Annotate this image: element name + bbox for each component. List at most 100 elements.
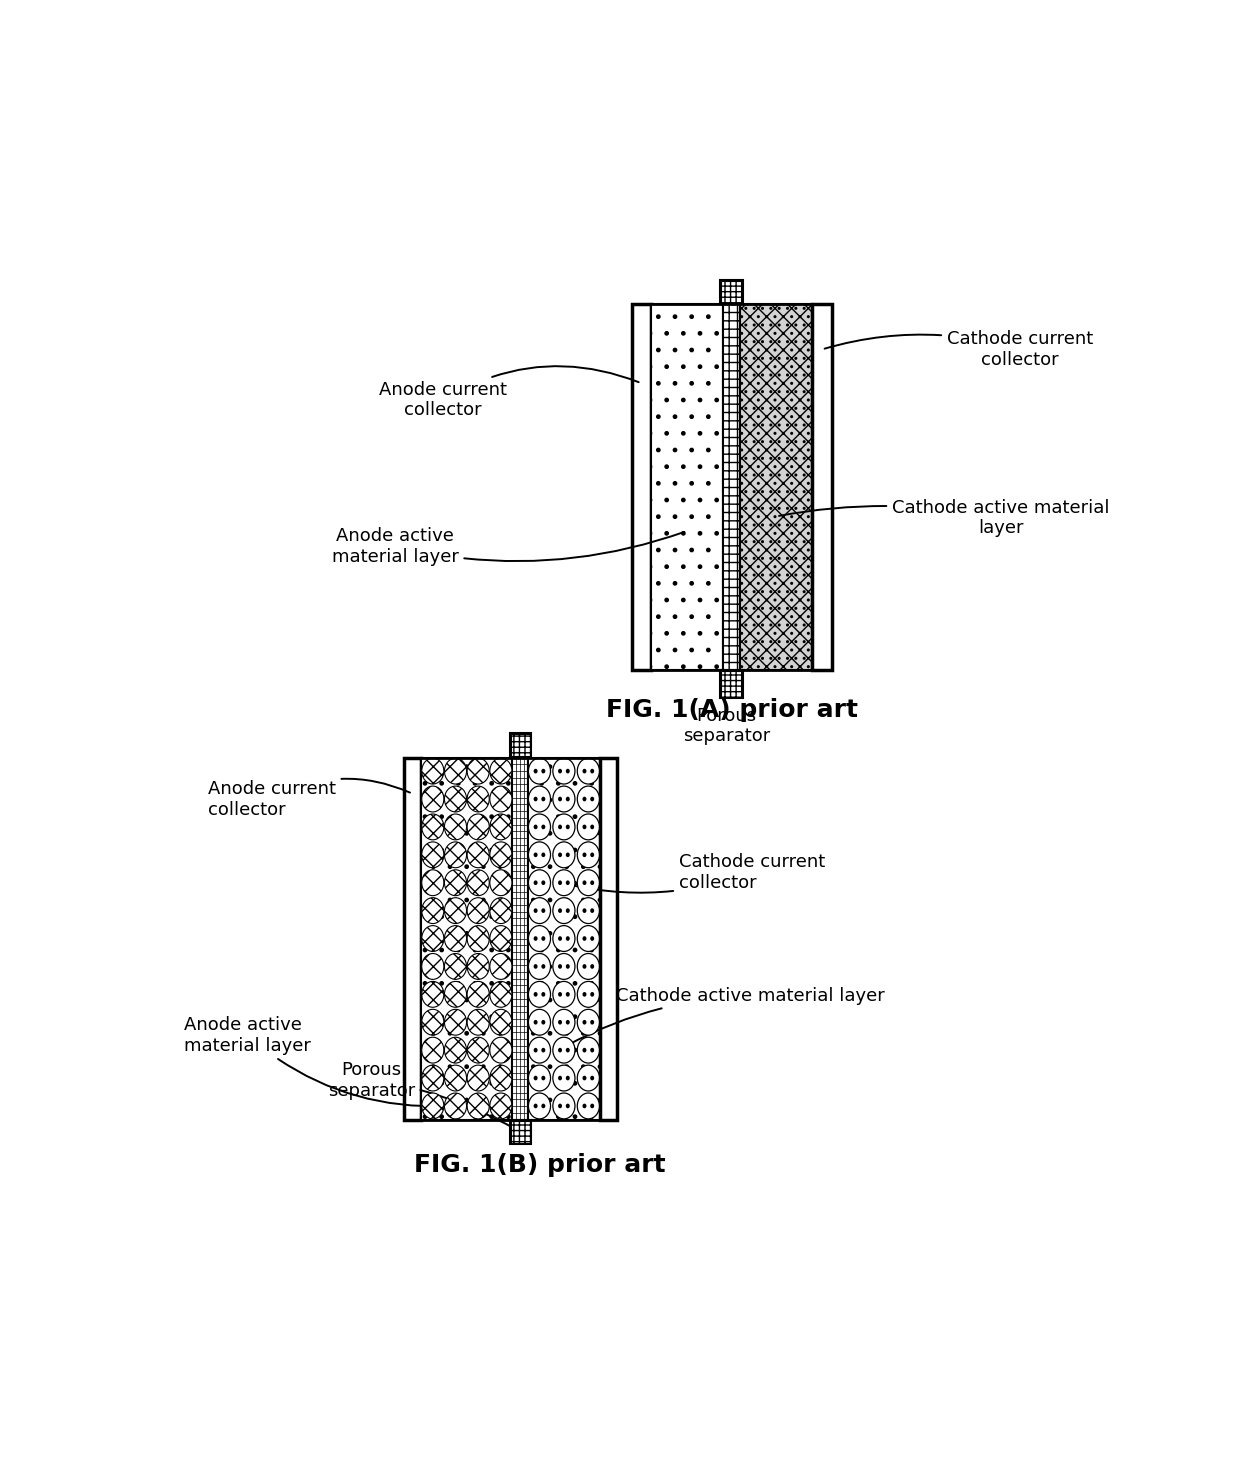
Circle shape: [444, 785, 466, 812]
Circle shape: [444, 898, 466, 924]
Circle shape: [533, 1021, 538, 1025]
Circle shape: [490, 1037, 512, 1063]
Circle shape: [490, 1094, 512, 1118]
Circle shape: [542, 1021, 546, 1025]
Circle shape: [542, 1104, 546, 1108]
Circle shape: [533, 936, 538, 940]
Text: Cathode active material layer: Cathode active material layer: [567, 987, 885, 1045]
Circle shape: [583, 853, 587, 857]
Circle shape: [467, 842, 490, 867]
Circle shape: [490, 815, 512, 839]
Circle shape: [565, 1048, 569, 1053]
Circle shape: [558, 769, 562, 774]
Circle shape: [444, 953, 466, 980]
Circle shape: [542, 991, 546, 997]
Circle shape: [590, 1104, 594, 1108]
Bar: [812, 305, 832, 670]
Circle shape: [578, 785, 599, 812]
Circle shape: [422, 785, 444, 812]
Circle shape: [490, 758, 512, 784]
Circle shape: [553, 1009, 575, 1035]
Circle shape: [533, 1104, 538, 1108]
Circle shape: [590, 880, 594, 885]
Bar: [528, 758, 600, 1120]
Circle shape: [528, 1009, 551, 1035]
Circle shape: [558, 991, 562, 997]
Bar: [740, 305, 812, 670]
Circle shape: [558, 908, 562, 912]
Bar: [720, 280, 743, 304]
Circle shape: [578, 1094, 599, 1118]
Bar: [510, 733, 531, 758]
Bar: [631, 305, 651, 670]
Circle shape: [578, 1037, 599, 1063]
Circle shape: [565, 936, 569, 940]
Bar: [720, 670, 743, 698]
Circle shape: [467, 870, 490, 895]
Circle shape: [565, 853, 569, 857]
Circle shape: [590, 797, 594, 802]
Circle shape: [444, 1066, 466, 1091]
Circle shape: [553, 1066, 575, 1091]
Circle shape: [583, 1021, 587, 1025]
Circle shape: [578, 1066, 599, 1091]
Circle shape: [558, 1048, 562, 1053]
Circle shape: [422, 1094, 444, 1118]
Circle shape: [558, 1104, 562, 1108]
Circle shape: [542, 853, 546, 857]
Circle shape: [542, 880, 546, 885]
Text: FIG. 1(A) prior art: FIG. 1(A) prior art: [605, 698, 858, 721]
Circle shape: [533, 880, 538, 885]
Circle shape: [558, 964, 562, 969]
Circle shape: [558, 1076, 562, 1080]
Circle shape: [583, 964, 587, 969]
Circle shape: [467, 898, 490, 924]
Circle shape: [590, 964, 594, 969]
Bar: [404, 758, 618, 1120]
Text: Porous
separator: Porous separator: [327, 1061, 518, 1130]
Circle shape: [490, 926, 512, 952]
Circle shape: [565, 797, 569, 802]
Circle shape: [444, 758, 466, 784]
Circle shape: [444, 1094, 466, 1118]
Circle shape: [533, 769, 538, 774]
Circle shape: [542, 964, 546, 969]
Circle shape: [542, 769, 546, 774]
Circle shape: [553, 815, 575, 839]
Text: Porous
separator: Porous separator: [683, 686, 770, 746]
Circle shape: [578, 842, 599, 867]
Circle shape: [528, 898, 551, 924]
Circle shape: [565, 1104, 569, 1108]
Text: Cathode current
collector: Cathode current collector: [570, 853, 825, 892]
Circle shape: [467, 1037, 490, 1063]
Bar: [631, 305, 832, 670]
Circle shape: [590, 908, 594, 912]
Circle shape: [553, 981, 575, 1007]
Circle shape: [528, 758, 551, 784]
Circle shape: [444, 926, 466, 952]
Circle shape: [565, 825, 569, 829]
Circle shape: [444, 870, 466, 895]
Circle shape: [578, 981, 599, 1007]
Circle shape: [590, 936, 594, 940]
Circle shape: [542, 908, 546, 912]
Circle shape: [444, 981, 466, 1007]
Bar: [723, 305, 740, 670]
Circle shape: [422, 898, 444, 924]
Circle shape: [578, 926, 599, 952]
Circle shape: [565, 964, 569, 969]
Circle shape: [422, 981, 444, 1007]
Circle shape: [558, 1021, 562, 1025]
Circle shape: [528, 842, 551, 867]
Bar: [651, 305, 723, 670]
Circle shape: [553, 842, 575, 867]
Circle shape: [558, 936, 562, 940]
Circle shape: [583, 1076, 587, 1080]
Bar: [600, 758, 618, 1120]
Text: FIG. 1(B) prior art: FIG. 1(B) prior art: [414, 1153, 665, 1177]
Bar: [512, 758, 528, 1120]
Circle shape: [583, 769, 587, 774]
Circle shape: [467, 953, 490, 980]
Circle shape: [590, 1048, 594, 1053]
Circle shape: [528, 926, 551, 952]
